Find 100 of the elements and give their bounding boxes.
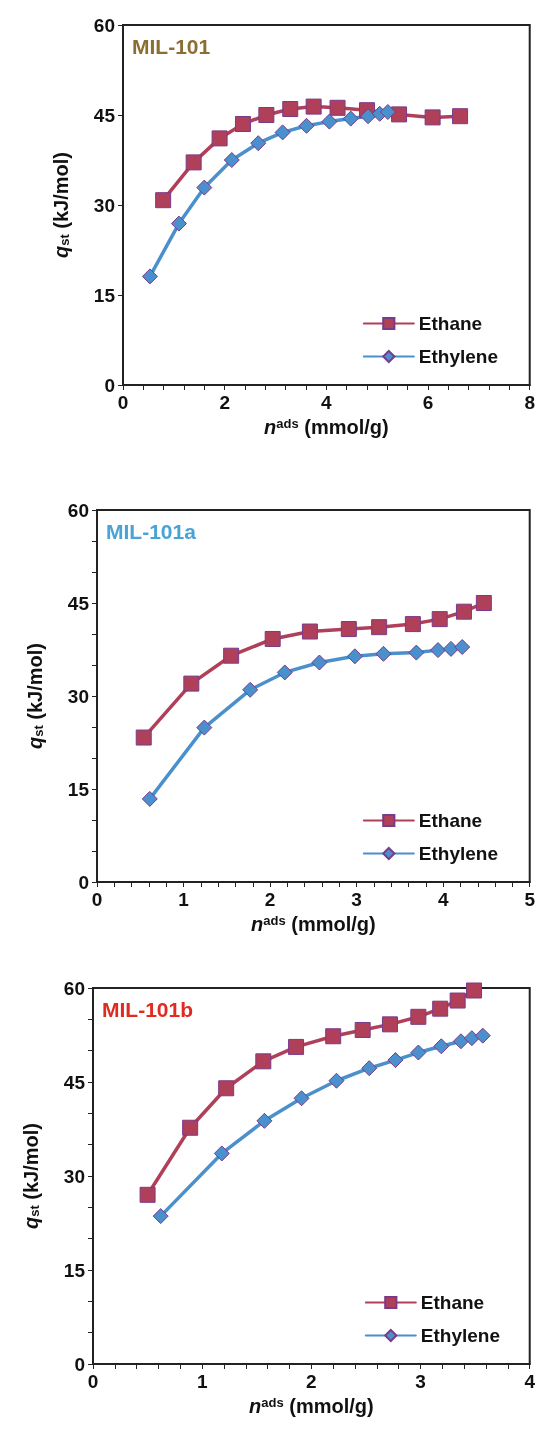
x-tick-label: 3 [351,889,362,910]
point [276,664,293,681]
point [185,154,202,171]
legend-label: Ethane [420,1292,485,1313]
point [196,719,213,736]
point [135,729,152,746]
point [379,104,396,120]
point [361,1060,378,1077]
point [264,630,281,647]
y-tick-label: 15 [63,1259,86,1281]
point [250,135,267,152]
y-tick-label: 45 [67,592,90,614]
point [218,1080,235,1097]
point [274,124,291,141]
y-tick-label: 15 [93,284,116,306]
legend-label: Ethane [418,810,483,831]
point [223,152,240,168]
point [305,98,322,115]
y-tick-label: 30 [67,685,89,707]
y-tick-label: 0 [74,1353,85,1375]
legend-label: Ethylene [418,843,499,864]
point [452,108,469,125]
point [466,982,483,999]
point [288,1038,305,1055]
x-tick-label: 1 [196,1371,208,1392]
x-tick-label: 0 [117,392,129,413]
point [387,1052,404,1069]
point [463,1030,480,1047]
x-tick-label: 6 [422,392,434,413]
point [381,1016,398,1033]
point [152,1208,169,1225]
point [424,109,441,126]
y-tick-label: 45 [63,1071,86,1093]
y-axis-title: qst (kJ/mol) [49,151,72,259]
point [256,1112,273,1129]
point [293,1090,310,1107]
point [311,654,328,671]
point [432,1000,449,1017]
point [141,268,158,285]
y-tick-label: 60 [93,14,115,36]
point [139,1186,156,1203]
point [408,644,425,661]
x-tick-label: 2 [306,1371,317,1392]
x-tick-label: 4 [524,1371,536,1392]
y-tick-label: 60 [63,977,85,999]
point [410,1044,427,1061]
point [141,790,158,807]
point [196,179,213,196]
x-tick-label: 5 [524,889,536,910]
point [375,645,392,662]
chart-title: MIL-101a [106,520,197,543]
point [258,107,275,123]
point [282,101,299,117]
point [455,603,472,620]
y-tick-label: 0 [78,871,89,893]
point [452,1033,469,1050]
point [183,675,200,692]
x-tick-label: 1 [178,889,190,910]
y-tick-label: 0 [104,374,115,396]
point [170,215,187,232]
point [454,639,471,656]
point [223,647,240,664]
point [433,1038,450,1055]
y-tick-label: 60 [67,499,89,521]
x-tick-label: 2 [219,392,230,413]
chart-title: MIL-101 [132,35,211,58]
point [155,192,172,209]
point [354,1021,371,1038]
point [182,1119,199,1136]
x-tick-label: 2 [264,889,276,910]
x-tick-label: 4 [321,392,333,413]
y-tick-label: 30 [93,194,115,216]
point [211,130,228,147]
legend-label: Ethylene [418,346,499,367]
point [328,1072,345,1089]
point [360,108,377,125]
point [449,992,466,1009]
legend-label: Ethylene [420,1325,501,1346]
point [242,681,259,698]
point [329,99,346,116]
y-tick-label: 45 [93,104,116,126]
point [346,648,363,665]
point [321,113,338,130]
y-axis-title: qst (kJ/mol) [19,1122,42,1230]
y-tick-label: 30 [63,1165,85,1187]
point [213,1145,230,1162]
point [429,642,446,659]
y-tick-label: 15 [67,778,90,800]
point [442,640,459,657]
chart-title: MIL-101b [102,998,194,1021]
point [475,595,492,611]
point [234,116,251,132]
legend-label: Ethane [418,313,483,334]
point [431,611,448,628]
point [255,1053,272,1070]
point [410,1008,427,1025]
point [342,110,359,127]
point [474,1027,491,1044]
x-tick-label: 8 [524,392,536,413]
x-tick-label: 4 [437,889,449,910]
